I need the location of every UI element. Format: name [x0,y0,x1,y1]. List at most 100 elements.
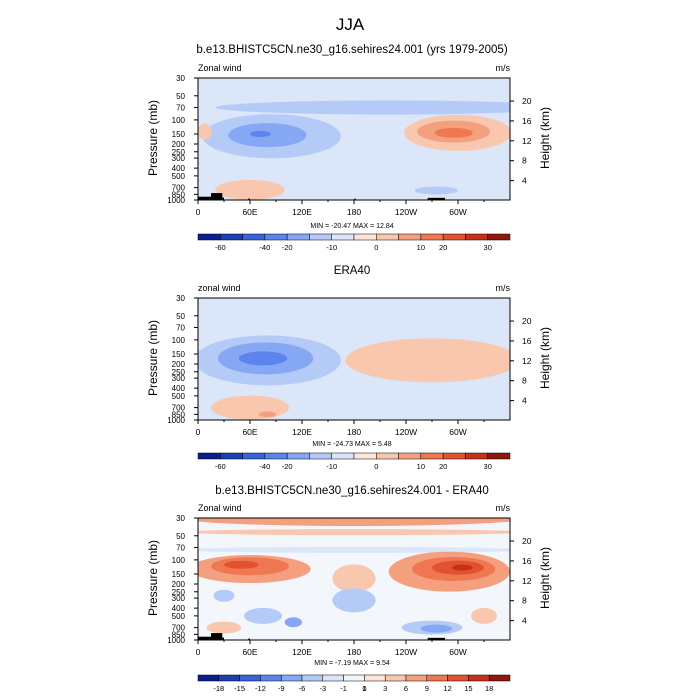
page-title: JJA [336,15,365,34]
y-tick-label: 500 [172,612,186,621]
field-contour [284,617,303,628]
topography [248,198,250,200]
x-tick-label: 180 [347,427,361,437]
colorbar-swatch [487,452,511,460]
y-tick-label-right: 20 [522,96,532,106]
field-contour [206,621,242,634]
topography [198,636,211,640]
colorbar-swatch [364,674,386,682]
colorbar-swatch [376,452,399,460]
colorbar-swatch [286,452,310,460]
stats-label: MIN = -20.47 MAX = 12.84 [310,223,393,230]
colorbar-label: 20 [439,243,447,252]
field-contour [211,395,289,420]
colorbar-label: -10 [326,462,337,471]
y-tick-label-right: 12 [522,136,532,146]
y-tick-label: 70 [176,103,185,112]
variable-label: zonal wind [198,283,241,293]
colorbar-label: 1 [362,684,366,693]
colorbar-swatch [220,452,243,460]
y-tick-label: 400 [172,164,186,173]
y-tick-label: 300 [172,594,186,603]
colorbar-swatch [465,452,488,460]
panel-diff: b.e13.BHISTC5CN.ne30_g16.sehires24.001 -… [146,485,552,693]
colorbar-label: -6 [299,684,306,693]
field-contour [420,624,452,633]
colorbar-swatch [468,674,490,682]
y-tick-label: 500 [172,392,186,401]
colorbar-label: 0 [374,462,378,471]
y-tick-label: 850 [172,630,186,639]
colorbar-label: 18 [485,684,493,693]
y-tick-label-right: 8 [522,376,527,386]
field-contour [215,100,510,115]
colorbar-swatch [331,452,355,460]
topography [354,198,356,200]
y-tick-label-right: 4 [522,616,527,626]
x-tick-label: 120W [395,427,417,437]
colorbar-swatch [197,233,221,241]
field-contour [434,127,473,138]
field-contour [198,546,510,553]
y-tick-label-right: 20 [522,536,532,546]
topography [211,193,223,200]
colorbar-swatch [264,233,288,241]
y-tick-label: 850 [172,410,186,419]
y-tick-label: 1000 [167,636,185,645]
colorbar-label: 9 [425,684,429,693]
field-contour [198,518,510,526]
colorbar-label: 20 [439,462,447,471]
field-contour [345,338,510,383]
field-contour [215,179,285,200]
y-tick-label-right: 12 [522,576,532,586]
x-tick-label: 180 [347,207,361,217]
x-tick-label: 0 [196,427,201,437]
y-axis-title-right: Height (km) [538,107,552,169]
colorbar-label: 0 [362,684,366,693]
y-tick-label: 50 [176,532,185,541]
variable-label: Zonal wind [198,503,242,513]
colorbar-swatch [398,233,422,241]
colorbar-swatch [442,233,466,241]
colorbar-label: 0 [374,243,378,252]
contour-field [198,518,510,640]
colorbar-swatch [218,674,240,682]
y-tick-label: 200 [172,140,186,149]
colorbar-swatch [353,233,377,241]
x-tick-label: 120W [395,207,417,217]
y-tick-label: 200 [172,360,186,369]
y-tick-label-right: 16 [522,336,532,346]
topography [222,637,224,640]
y-tick-label: 100 [172,556,186,565]
topography [248,638,250,640]
field-contour [471,607,497,624]
y-tick-label: 1000 [167,196,185,205]
colorbar-label: -20 [282,462,293,471]
y-tick-label-right: 4 [522,396,527,406]
colorbar-swatch [242,233,266,241]
y-tick-label: 50 [176,312,185,321]
panel-model: b.e13.BHISTC5CN.ne30_g16.sehires24.001 (… [146,44,552,252]
field-contour [198,123,212,140]
colorbar-swatch [442,452,466,460]
y-tick-label: 150 [172,350,186,359]
colorbar-swatch [280,674,303,682]
panel-title: ERA40 [334,265,370,277]
y-tick-label-right: 16 [522,116,532,126]
colorbar-swatch [384,674,407,682]
y-tick-label-right: 8 [522,596,527,606]
field-contour [414,186,459,195]
y-tick-label: 850 [172,190,186,199]
units-label: m/s [496,283,511,293]
x-tick-label: 60W [449,427,466,437]
y-tick-label: 300 [172,154,186,163]
x-tick-label: 120E [292,207,312,217]
colorbar: -18 -15 -12 -9 -6 -3 -1 01 3 6 9 12 15 18 [197,674,511,693]
y-tick-label: 250 [172,368,186,377]
colorbar-label: -60 [215,243,226,252]
colorbar-swatch [331,233,355,241]
panel-obs: ERA40 zonal wind m/s Pressure (mb) Heigh… [146,265,552,471]
y-tick-label: 300 [172,374,186,383]
y-tick-label-right: 16 [522,556,532,566]
y-axis-title: Pressure (mb) [146,100,160,176]
